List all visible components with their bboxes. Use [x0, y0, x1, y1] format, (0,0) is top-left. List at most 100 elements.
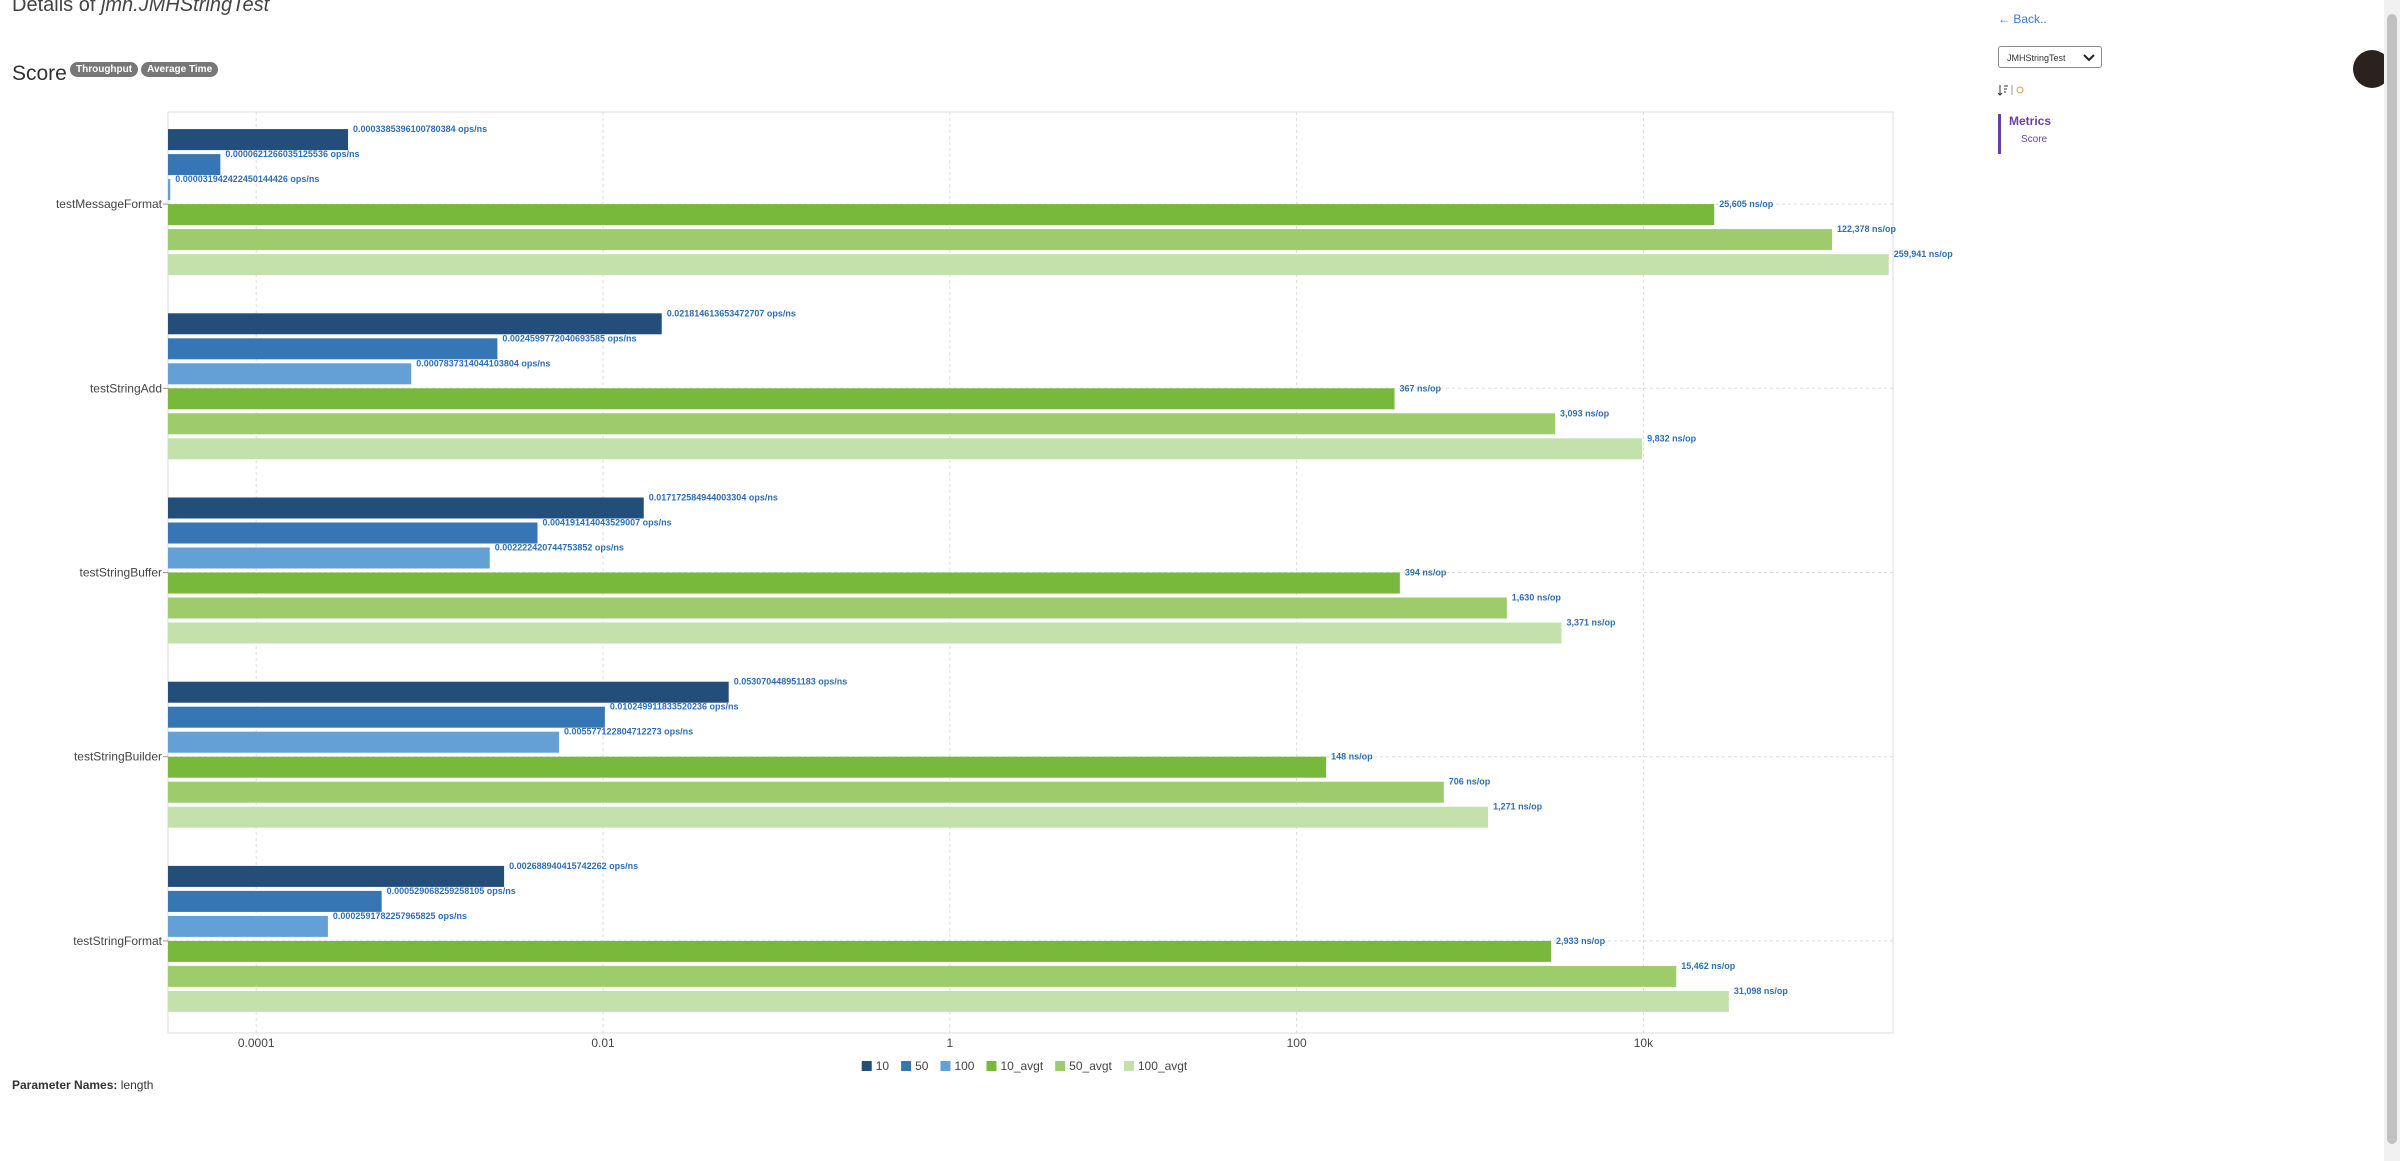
value-label: 0.0007837314044103804 ops/ns	[416, 358, 550, 368]
y-tick-label: testStringFormat	[73, 934, 162, 948]
legend-label: 10	[876, 1059, 890, 1073]
value-label: 259,941 ns/op	[1894, 249, 1954, 259]
bar	[168, 229, 1833, 251]
bar	[168, 915, 328, 937]
param-value: length	[120, 1078, 154, 1092]
bar	[168, 731, 560, 753]
bar	[168, 965, 1677, 987]
bar	[168, 990, 1729, 1012]
y-tick-label: testMessageFormat	[56, 197, 163, 211]
value-label: 0.017172584944003304 ops/ns	[649, 493, 778, 503]
legend-swatch	[986, 1061, 997, 1071]
bar	[168, 681, 729, 703]
bar	[168, 363, 412, 385]
legend-swatch	[861, 1061, 872, 1071]
bar	[168, 597, 1507, 619]
bar	[168, 756, 1327, 778]
legend-swatch	[1123, 1061, 1134, 1071]
badge[interactable]: Average Time	[141, 62, 219, 77]
value-label: 3,371 ns/op	[1567, 618, 1617, 628]
value-label: 122,378 ns/op	[1837, 224, 1897, 234]
bar	[168, 438, 1643, 460]
value-label: 0.002688940415742262 ops/ns	[509, 861, 638, 871]
bar	[168, 154, 221, 176]
badges: Throughput Average Time	[70, 62, 219, 77]
bar	[168, 865, 505, 887]
value-label: 0.000529068259258105 ops/ns	[387, 886, 516, 896]
x-tick-label: 0.01	[591, 1036, 615, 1050]
bar	[168, 940, 1552, 962]
bar	[168, 338, 498, 360]
bar	[168, 388, 1395, 410]
x-tick-label: 10k	[1634, 1036, 1654, 1050]
value-label: 1,271 ns/op	[1493, 802, 1543, 812]
value-label: 0.010249911833520236 ops/ns	[610, 702, 739, 712]
value-label: 0.005577122804712273 ops/ns	[564, 727, 693, 737]
value-label: 367 ns/op	[1400, 383, 1442, 393]
sort-icons[interactable]	[1997, 84, 2028, 99]
value-label: 0.053070448951183 ops/ns	[734, 677, 848, 687]
legend-label: 10_avgt	[1000, 1059, 1043, 1073]
value-label: 31,098 ns/op	[1734, 986, 1789, 996]
value-label: 148 ns/op	[1331, 752, 1373, 762]
bar	[168, 806, 1489, 828]
bar	[168, 572, 1400, 594]
legend-swatch	[940, 1061, 951, 1071]
value-label: 9,832 ns/op	[1647, 433, 1697, 443]
back-link[interactable]: ← Back..	[1998, 12, 2047, 26]
bar	[168, 413, 1556, 435]
y-tick-label: testStringBuffer	[80, 566, 163, 580]
bar	[168, 129, 349, 151]
chevron	[2083, 54, 2095, 62]
bar	[168, 547, 490, 569]
value-label: 3,093 ns/op	[1560, 408, 1610, 418]
value-label: 0.021814613653472707 ops/ns	[667, 308, 796, 318]
param-label: Parameter Names:	[12, 1078, 118, 1092]
value-label: 0.004191414043529007 ops/ns	[543, 518, 672, 528]
value-label: 15,462 ns/op	[1681, 961, 1736, 971]
bar	[168, 622, 1562, 644]
value-label: 0.0003385396100780384 ops/ns	[353, 124, 487, 134]
legend-label: 50	[915, 1059, 929, 1073]
legend-swatch	[1055, 1061, 1066, 1071]
nav-item[interactable]: Score	[2021, 134, 2048, 145]
y-tick-label: testStringAdd	[90, 381, 162, 395]
bar	[168, 781, 1444, 803]
value-label: 1,630 ns/op	[1512, 593, 1562, 603]
bar	[168, 313, 662, 335]
page-title: Details of jmh.JMHStringTest	[12, 0, 269, 17]
value-label: 0.0024599772040693585 ops/ns	[502, 333, 636, 343]
nav-title[interactable]: Metrics	[2009, 114, 2052, 128]
nav: Metrics Score	[1998, 114, 2051, 154]
value-label: 394 ns/op	[1405, 568, 1447, 578]
legend-swatch	[901, 1061, 912, 1071]
legend-label: 50_avgt	[1069, 1059, 1112, 1073]
bar	[168, 179, 171, 201]
icons	[1997, 85, 2024, 96]
bar	[168, 890, 382, 912]
x-tick-label: 1	[946, 1036, 953, 1050]
title-prefix: Details of	[12, 0, 96, 16]
value-label: 0.002222420744753852 ops/ns	[495, 543, 624, 553]
value-label: 706 ns/op	[1449, 777, 1491, 787]
y-tick-label: testStringBuilder	[74, 750, 162, 764]
x-tick-label: 0.0001	[238, 1036, 275, 1050]
legend-label: 100	[954, 1059, 974, 1073]
badge[interactable]: Throughput	[70, 62, 139, 77]
legend-label: 100_avgt	[1138, 1059, 1188, 1073]
value-label: 25,605 ns/op	[1719, 199, 1774, 209]
bar	[168, 522, 538, 544]
x-tick-label: 100	[1287, 1036, 1307, 1050]
select-value: JMHStringTest	[2007, 53, 2066, 63]
select[interactable]: JMHStringTest	[1998, 46, 2102, 68]
bar	[168, 497, 644, 519]
parameters: Parameter Names: length	[12, 1078, 153, 1092]
value-label: 0.0002591782257965825 ops/ns	[333, 911, 467, 921]
score-heading: Score	[12, 62, 67, 85]
value-label: 2,933 ns/op	[1556, 936, 1606, 946]
bar	[168, 254, 1889, 276]
scroll-thumb[interactable]	[2387, 14, 2397, 1144]
bar	[168, 706, 605, 728]
